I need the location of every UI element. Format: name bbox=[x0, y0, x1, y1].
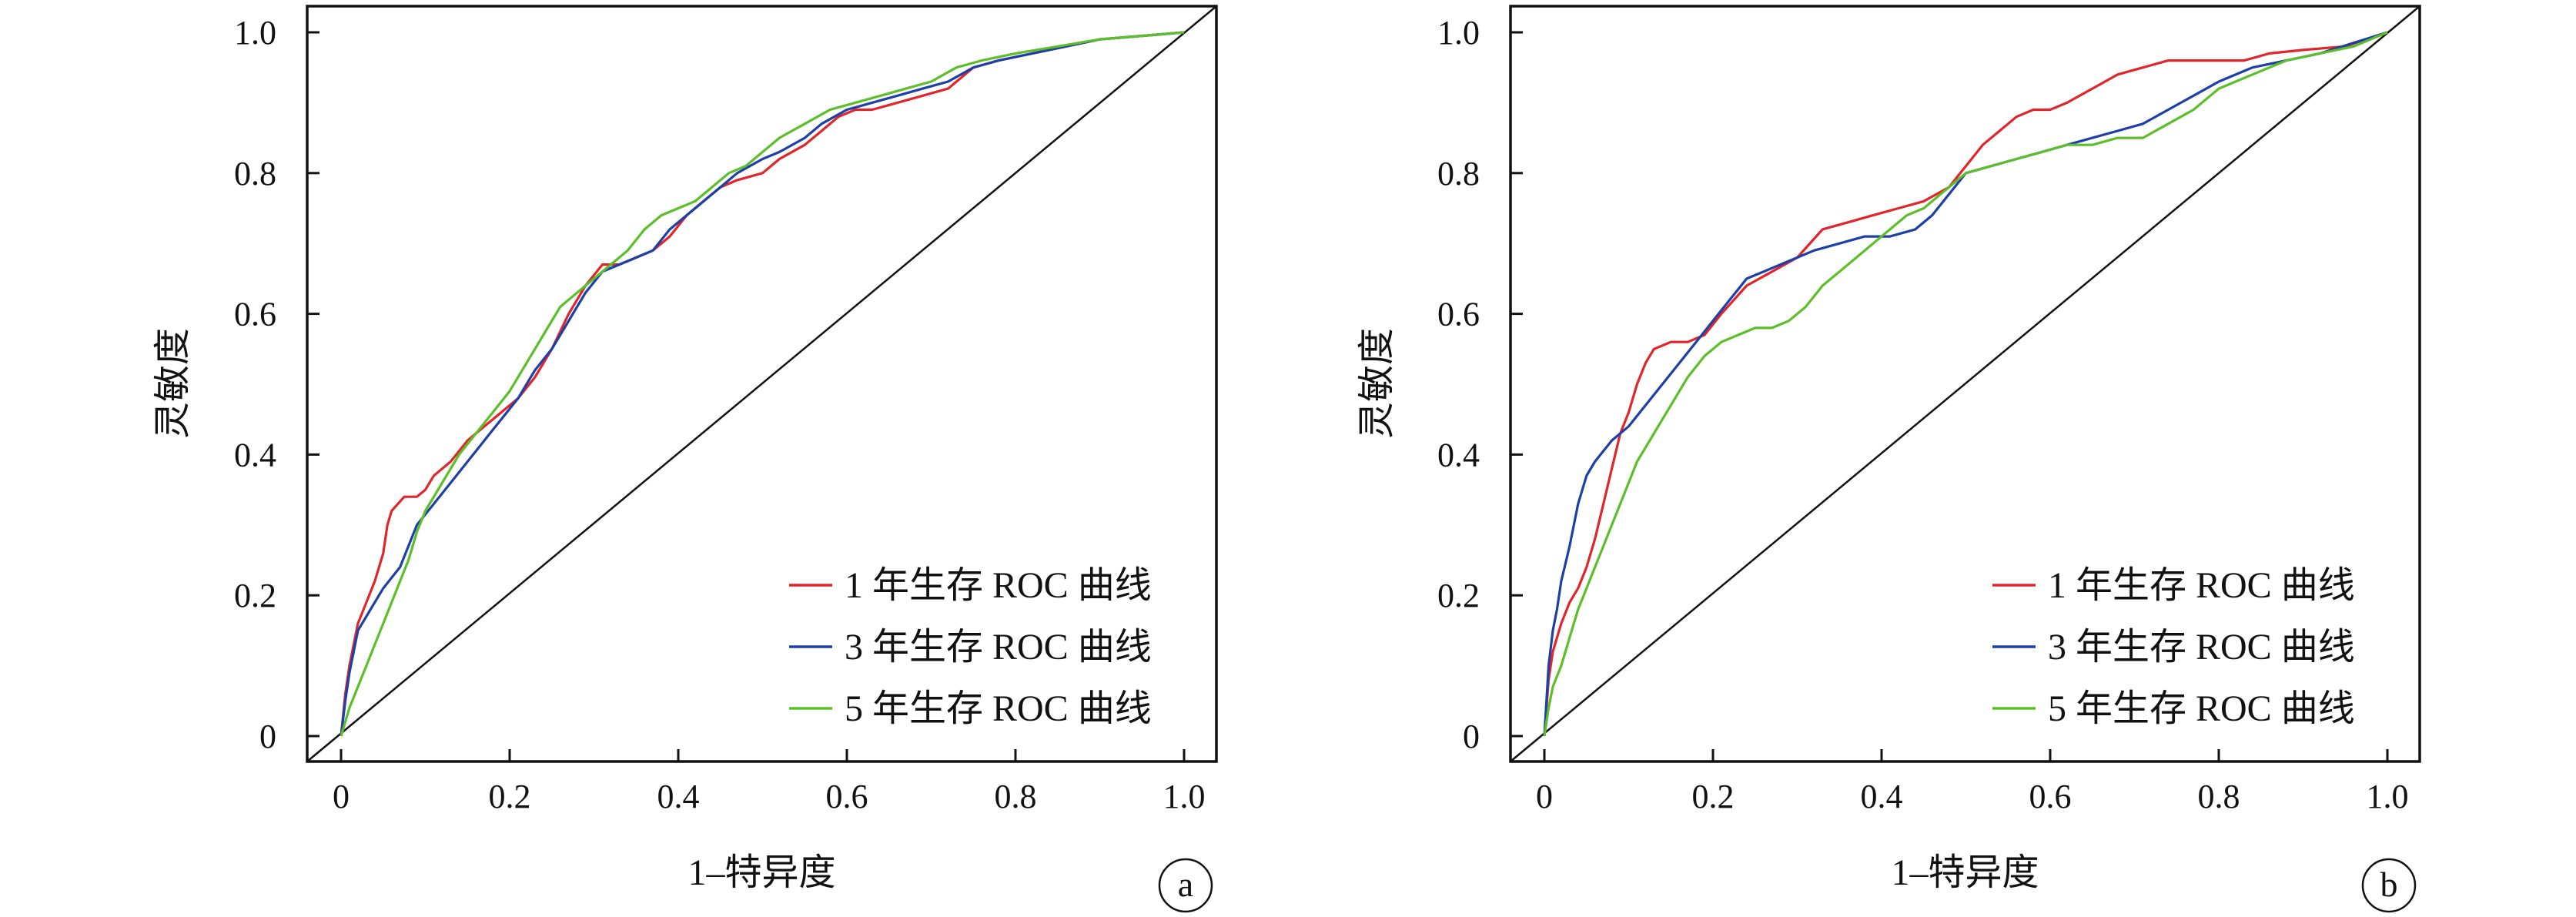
x-tick-label: 0.4 bbox=[1861, 778, 1903, 815]
roc-curve-5yr bbox=[340, 31, 1185, 737]
panel-label: a bbox=[1178, 865, 1193, 904]
reference-diagonal-line bbox=[306, 5, 1217, 762]
roc-curve-5yr bbox=[1543, 31, 2388, 737]
y-tick-label: 0 bbox=[259, 718, 276, 755]
plot-frame bbox=[1509, 5, 2421, 763]
roc-panel-b: 0 0.2 0.4 0.6 0.8 1.0 0 0.2 0.4 0.6 0.8 1.0 1–特异度 灵敏度… bbox=[1357, 5, 2421, 913]
roc-curve-1yr bbox=[1543, 31, 2388, 737]
y-tick-label: 0.2 bbox=[1437, 577, 1480, 614]
reference-diagonal-line bbox=[1510, 5, 2420, 762]
roc-curve-3yr bbox=[340, 31, 1185, 737]
legend-label: 1 年生存 ROC 曲线 bbox=[2048, 565, 2355, 606]
x-tick-label: 0.6 bbox=[2029, 778, 2072, 815]
x-axis-title: 1–特异度 bbox=[687, 852, 835, 893]
y-tick-label: 0.6 bbox=[234, 296, 276, 333]
roc-panel-a: 0 0.2 0.4 0.6 0.8 1.0 0 0.2 0.4 0.6 0.8 1.0 1–特异度 灵敏度… bbox=[152, 5, 1218, 913]
roc-curve-3yr bbox=[1543, 31, 2388, 737]
y-tick-label: 0.6 bbox=[1437, 296, 1480, 333]
x-tick-label: 1.0 bbox=[1163, 778, 1206, 815]
y-tick-label: 0.4 bbox=[1437, 436, 1480, 474]
x-tick-label: 0 bbox=[1536, 778, 1553, 815]
x-tick-label: 0.6 bbox=[826, 778, 868, 815]
y-tick-label: 1.0 bbox=[234, 14, 276, 52]
x-tick-label: 1.0 bbox=[2367, 778, 2409, 815]
y-tick-label: 0.8 bbox=[234, 155, 276, 192]
y-tick-label: 0 bbox=[1463, 718, 1480, 755]
y-tick-label: 0.8 bbox=[1437, 155, 1480, 192]
y-tick-label: 1.0 bbox=[1437, 14, 1480, 52]
panel-label-circle bbox=[2361, 858, 2417, 913]
legend-label: 5 年生存 ROC 曲线 bbox=[845, 688, 1152, 729]
panel-label: b bbox=[2380, 865, 2398, 904]
x-tick-label: 0.8 bbox=[2198, 778, 2240, 815]
x-axis-title: 1–特异度 bbox=[1891, 852, 2039, 893]
legend-label: 3 年生存 ROC 曲线 bbox=[2048, 627, 2355, 668]
y-axis-title: 灵敏度 bbox=[152, 328, 193, 439]
x-tick-label: 0.4 bbox=[657, 778, 700, 815]
x-tick-label: 0 bbox=[333, 778, 350, 815]
y-tick-label: 0.2 bbox=[234, 577, 276, 614]
legend-label: 1 年生存 ROC 曲线 bbox=[845, 565, 1152, 606]
y-axis-title: 灵敏度 bbox=[1357, 328, 1397, 439]
legend-label: 5 年生存 ROC 曲线 bbox=[2048, 688, 2355, 729]
plot-frame bbox=[306, 5, 1218, 763]
y-tick-label: 0.4 bbox=[234, 436, 276, 474]
x-tick-label: 0.8 bbox=[995, 778, 1037, 815]
panel-label-circle bbox=[1158, 858, 1213, 913]
x-tick-label: 0.2 bbox=[489, 778, 531, 815]
x-tick-label: 0.2 bbox=[1692, 778, 1735, 815]
legend-label: 3 年生存 ROC 曲线 bbox=[845, 627, 1152, 668]
